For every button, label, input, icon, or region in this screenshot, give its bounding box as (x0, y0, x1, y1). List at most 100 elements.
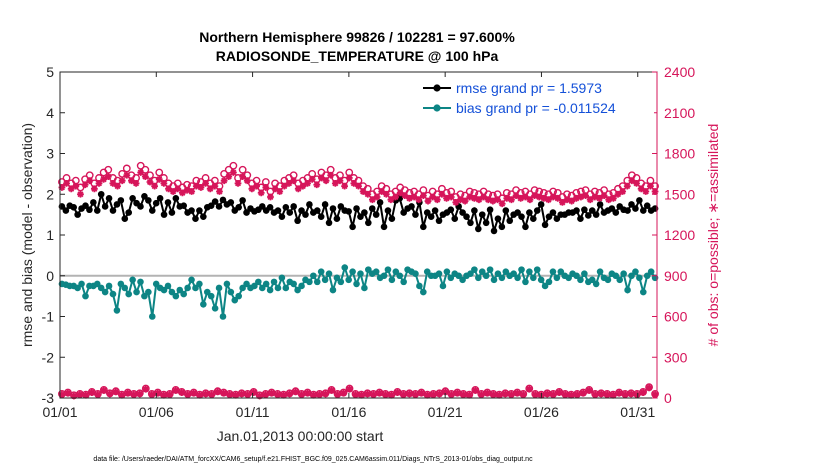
obs-assimilated-point (438, 190, 446, 198)
data-point (345, 208, 352, 215)
data-point (227, 288, 235, 296)
data-point (588, 276, 596, 284)
data-point (274, 284, 282, 292)
data-point (258, 203, 266, 210)
y-right-tick-label: 600 (664, 309, 688, 325)
obs-assimilated-point (447, 193, 455, 201)
obs-assimilated-point (577, 193, 585, 201)
obs-assimilated-point (633, 391, 641, 399)
obs-assimilated-point (100, 175, 108, 183)
obs-assimilated-point (352, 391, 359, 399)
data-point (632, 205, 639, 212)
obs-assimilated-point (503, 194, 511, 202)
obs-assimilated-point (166, 391, 174, 399)
data-point (62, 207, 70, 214)
obs-assimilated-point (58, 184, 66, 191)
obs-assimilated-point (639, 389, 647, 396)
obs-assimilated-point (178, 389, 186, 396)
obs-assimilated-point (243, 177, 251, 185)
obs-assimilated-point (597, 390, 605, 398)
data-point (172, 292, 180, 300)
data-point (152, 280, 160, 288)
obs-assimilated-point (229, 169, 237, 176)
data-point (86, 206, 93, 214)
series-1 (58, 264, 659, 320)
chart-title: Northern Hemisphere 99826 / 102281 = 97.… (199, 29, 515, 45)
obs-assimilated-point (234, 179, 242, 187)
obs-assimilated-point (327, 171, 335, 179)
data-point (196, 207, 203, 214)
data-point (620, 270, 627, 278)
obs-assimilated-point (202, 390, 210, 398)
data-point (368, 205, 376, 212)
data-point (203, 288, 211, 296)
data-point (333, 215, 341, 222)
obs-assimilated-point (561, 391, 569, 399)
obs-assimilated-point (376, 389, 383, 397)
data-point (333, 274, 341, 282)
data-point (636, 197, 643, 204)
obs-assimilated-point (155, 175, 163, 183)
data-point (455, 272, 462, 280)
obs-assimilated-point (600, 192, 608, 200)
data-point (82, 292, 89, 300)
obs-assimilated-point (268, 389, 276, 397)
obs-assimilated-point (334, 391, 341, 399)
obs-assimilated-point (387, 196, 395, 204)
y-right-tick-label: 1800 (664, 146, 695, 162)
data-point (255, 278, 262, 286)
obs-assimilated-point (401, 192, 409, 200)
data-point (518, 266, 525, 273)
x-tick-label: 01/01 (42, 404, 77, 420)
obs-assimilated-point (151, 182, 159, 190)
data-file-footnote: data file: /Users/raeder/DAI/ATM_forcXX/… (93, 456, 533, 463)
data-point (310, 272, 317, 280)
obs-assimilated-point (651, 391, 659, 399)
data-point (439, 282, 447, 290)
data-point (471, 207, 478, 214)
obs-assimilated-point (225, 173, 233, 180)
data-point (235, 203, 242, 211)
data-point (180, 290, 187, 298)
data-point (581, 270, 588, 278)
data-point (329, 286, 337, 294)
obs-assimilated-point (369, 196, 376, 204)
obs-assimilated-point (513, 389, 521, 397)
data-point (145, 288, 152, 296)
data-point (78, 280, 85, 288)
y-right-tick-label: 0 (664, 390, 672, 406)
obs-assimilated-point (267, 193, 274, 201)
obs-assimilated-point (63, 179, 70, 187)
data-point (533, 207, 541, 214)
data-point (211, 198, 219, 205)
data-point (93, 280, 101, 288)
y-left-tick-label: -2 (42, 349, 55, 365)
series-0 (58, 190, 659, 235)
legend-rmse-label: rmse grand pr = 1.5973 (456, 80, 602, 96)
data-point (345, 276, 352, 284)
data-point (361, 284, 368, 292)
y-left-tick-label: 1 (46, 227, 54, 243)
data-point (117, 197, 125, 204)
obs-assimilated-point (477, 391, 485, 399)
obs-assimilated-point (364, 190, 372, 198)
data-point (329, 205, 337, 212)
data-point (306, 201, 313, 208)
data-point (227, 199, 235, 206)
obs-assimilated-point (216, 188, 223, 195)
obs-possible-point (122, 164, 131, 173)
obs-assimilated-point (461, 197, 469, 205)
data-point (392, 268, 400, 275)
obs-assimilated-point (484, 196, 492, 204)
obs-assimilated-point (378, 188, 386, 195)
obs-assimilated-point (184, 391, 192, 399)
data-point (639, 207, 647, 214)
obs-assimilated-point (308, 175, 316, 183)
obs-assimilated-point (67, 185, 75, 193)
data-point (581, 206, 588, 214)
obs-assimilated-point (531, 192, 538, 200)
data-point (164, 282, 172, 290)
data-point (101, 288, 109, 296)
obs-assimilated-point (109, 179, 117, 187)
legend-bias-marker (433, 104, 441, 112)
